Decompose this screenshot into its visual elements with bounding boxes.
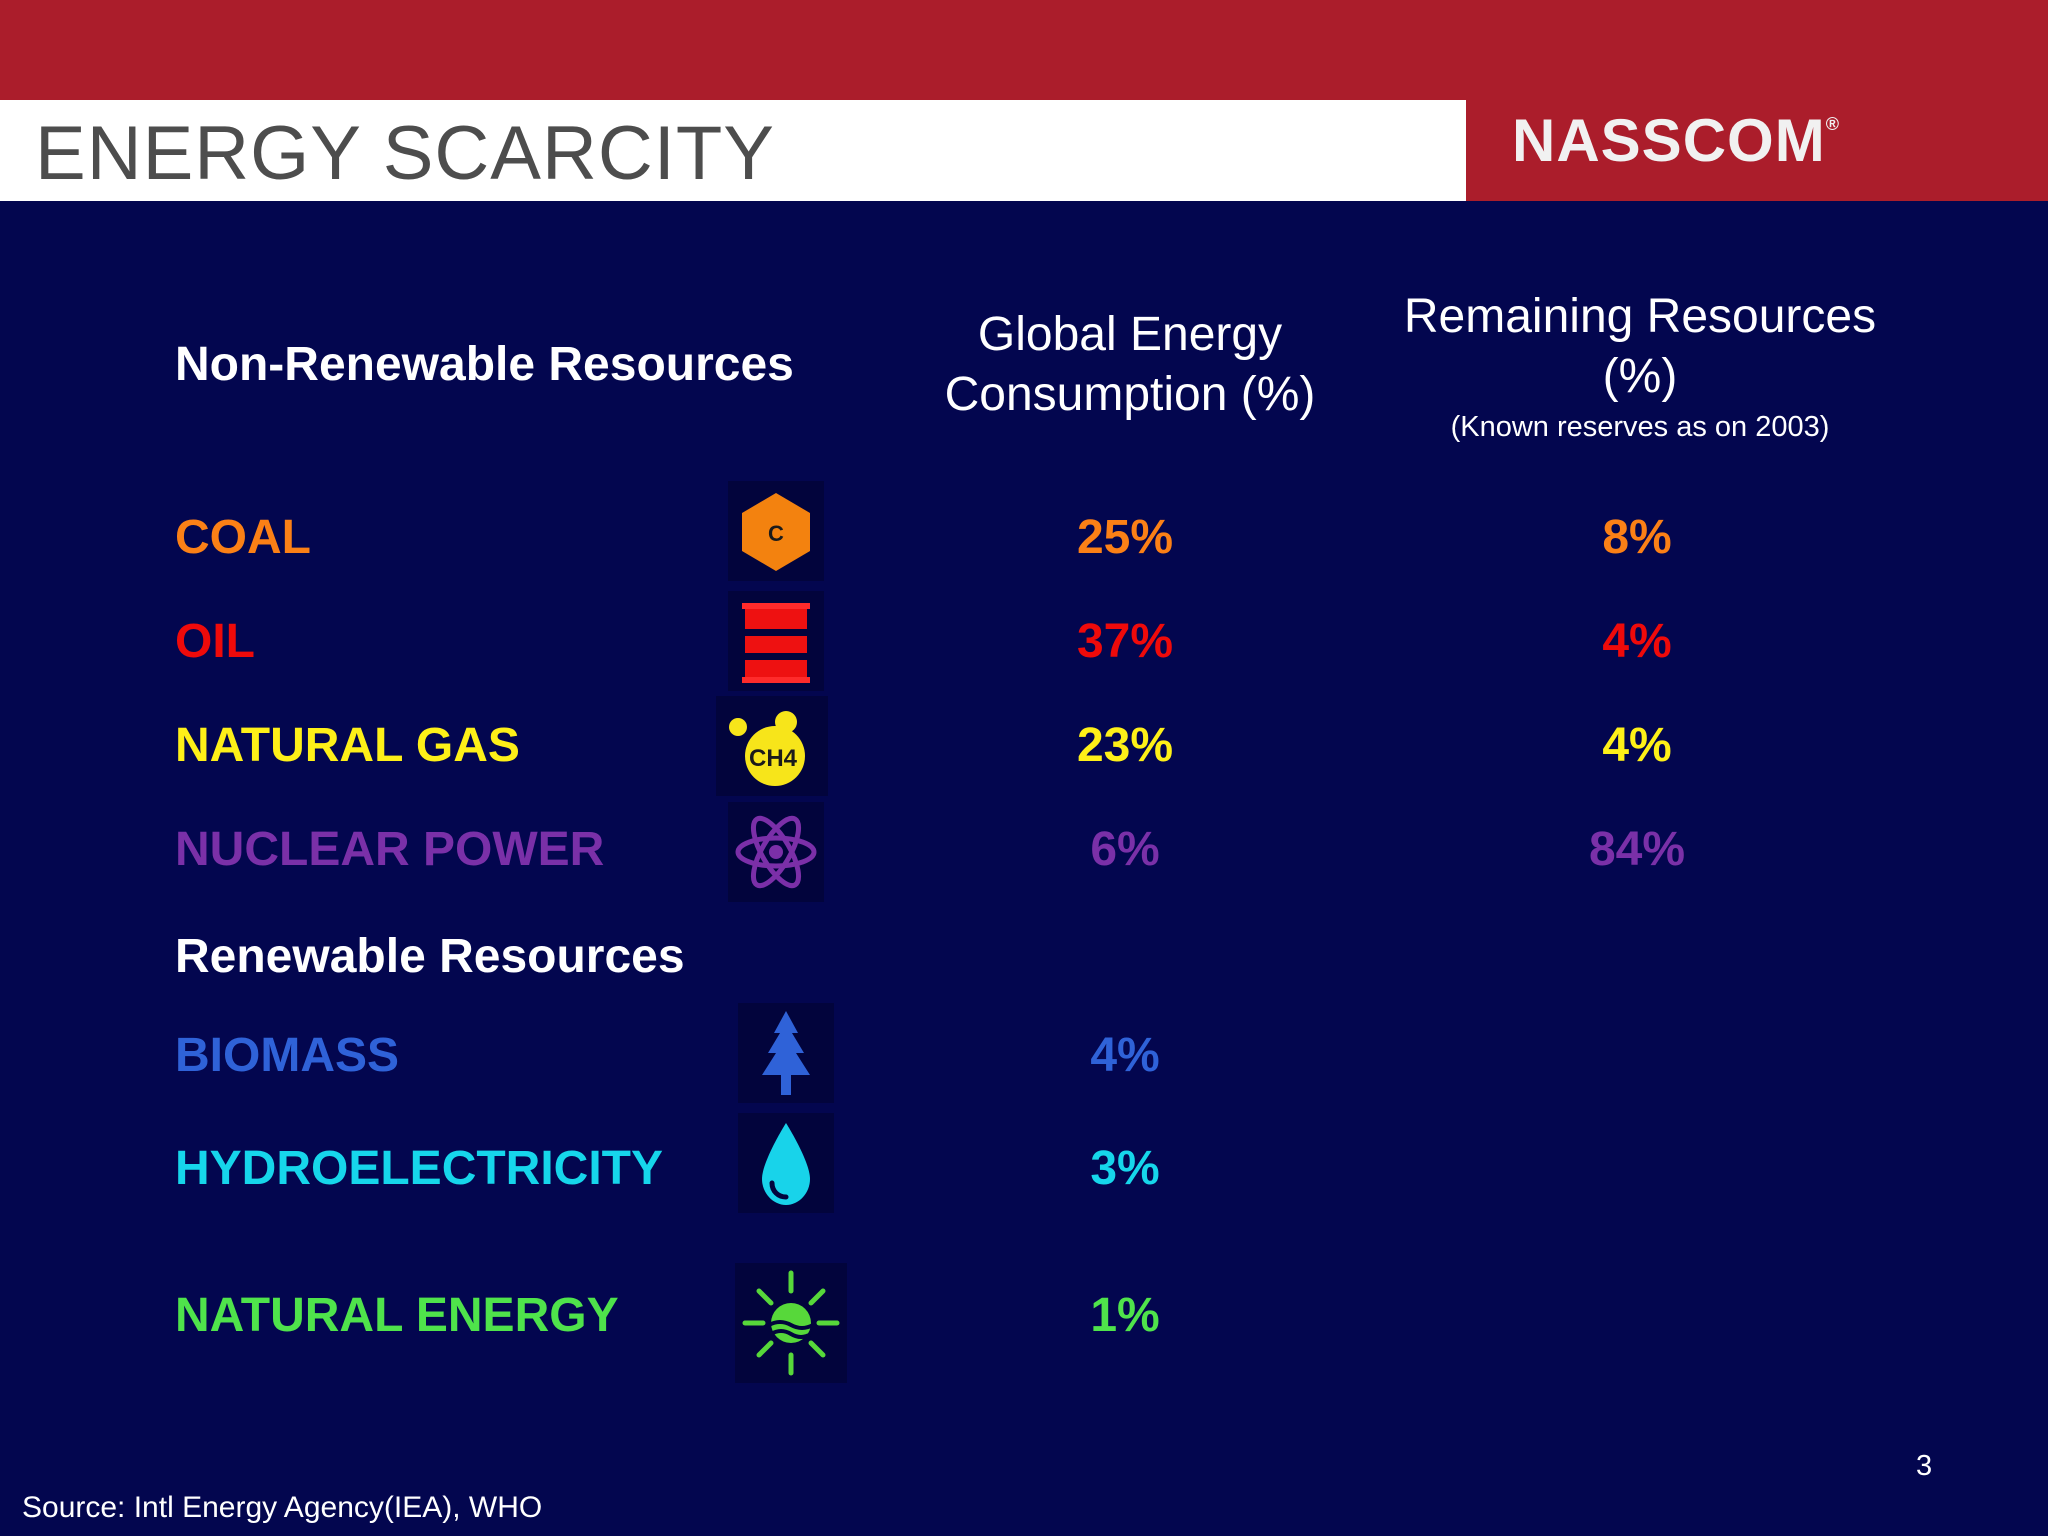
row-label-biomass: BIOMASS [175,1029,400,1082]
registered-mark: ® [1825,114,1840,134]
natural-energy-global-value: 1% [1090,1289,1160,1342]
oil-remaining-value: 4% [1602,615,1672,668]
oil-barrel-icon [728,591,824,691]
nuclear-remaining-value: 84% [1588,823,1686,876]
header-bar [0,0,2048,100]
natural-gas-remaining-value: 4% [1602,719,1672,772]
coal-hexagon-icon: C [728,481,824,581]
source-note: Source: Intl Energy Agency(IEA), WHO [22,1491,543,1524]
logo-text: NASSCOM [1512,107,1826,174]
title-panel [0,100,1466,201]
natural-gas-global-value: 23% [1076,719,1174,772]
row-label-natural-energy: NATURAL ENERGY [175,1289,619,1342]
nuclear-global-value: 6% [1090,823,1160,876]
page-title: ENERGY SCARCITY [35,111,775,196]
atom-icon [728,802,824,902]
row-label-oil: OIL [175,615,255,668]
remaining-resources-note: (Known reserves as on 2003) [1450,411,1830,443]
nasscom-logo: NASSCOM® [1512,106,1840,175]
remaining-resources-header-text: Remaining Resources (%) [1403,290,1877,403]
row-label-coal: COAL [175,511,311,564]
nonrenewable-section-heading: Non-Renewable Resources [175,338,794,391]
row-label-hydroelectricity: HYDROELECTRICITY [175,1142,664,1195]
remaining-resources-column-header: Remaining Resources (%) (Known reserves a… [1400,287,1880,445]
global-consumption-header-text: Global Energy Consumption (%) [944,308,1316,421]
global-consumption-column-header: Global Energy Consumption (%) [900,305,1360,425]
renewable-section-heading: Renewable Resources [175,930,685,983]
sun-icon [735,1263,847,1383]
water-drop-icon [738,1113,834,1213]
row-label-natural-gas: NATURAL GAS [175,719,520,772]
page-number: 3 [1916,1450,1933,1482]
oil-global-value: 37% [1076,615,1174,668]
tree-icon [738,1003,834,1103]
coal-global-value: 25% [1076,511,1174,564]
hydro-global-value: 3% [1090,1142,1160,1195]
row-label-nuclear-power: NUCLEAR POWER [175,823,605,876]
methane-bubble-icon: CH4 [716,696,828,796]
logo-panel [1466,100,2048,201]
methane-icon-label: CH4 [749,745,798,772]
coal-remaining-value: 8% [1602,511,1672,564]
coal-icon-label: C [768,521,784,546]
biomass-global-value: 4% [1090,1029,1160,1082]
